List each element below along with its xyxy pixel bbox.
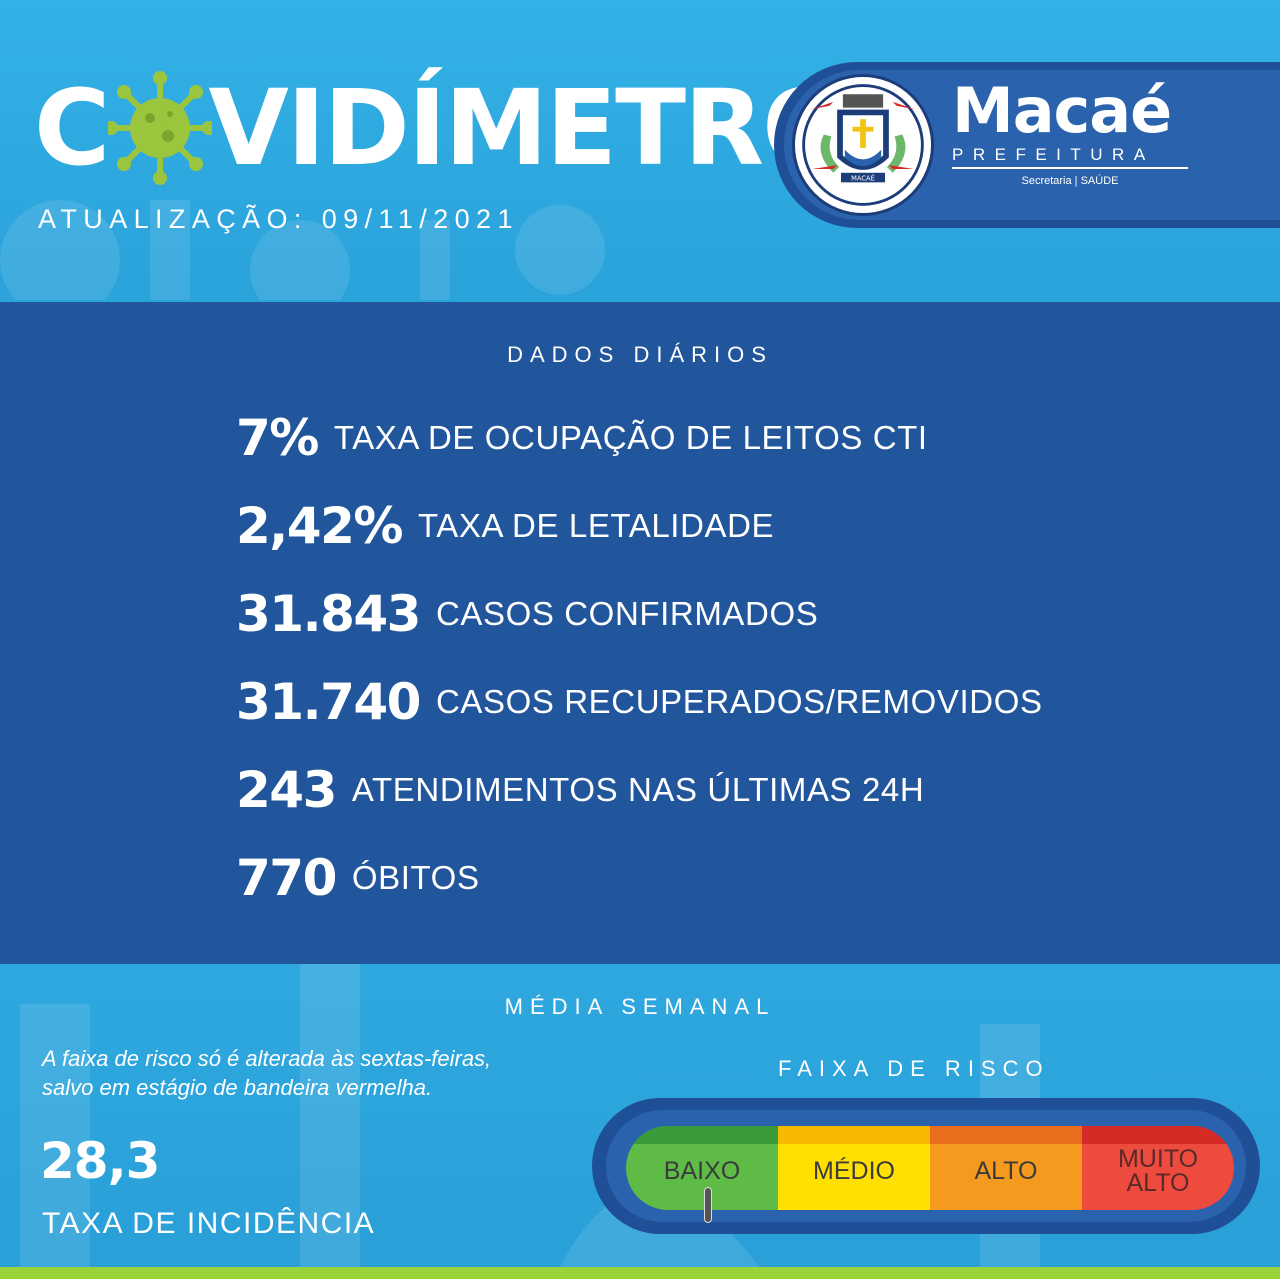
risk-title: FAIXA DE RISCO xyxy=(778,1056,1050,1081)
risk-level-label: MUITO ALTO xyxy=(1117,1145,1199,1197)
stat-value: 2,42% xyxy=(236,497,403,555)
weekly-title: MÉDIA SEMANAL xyxy=(504,994,776,1019)
incidence-value: 28,3 xyxy=(40,1132,160,1190)
risk-level-label: MÉDIO xyxy=(813,1157,895,1185)
city-seal-icon: MACAÉ xyxy=(792,74,934,216)
brand-name: Macaé xyxy=(952,74,1172,147)
stat-row: 31.740 CASOS RECUPERADOS/REMOVIDOS xyxy=(236,658,1043,746)
risk-level-baixo: BAIXO xyxy=(626,1126,778,1210)
stat-value: 770 xyxy=(236,849,337,907)
stat-row: 31.843 CASOS CONFIRMADOS xyxy=(236,570,1043,658)
risk-note-line: A faixa de risco só é alterada às sextas… xyxy=(42,1046,492,1071)
brand-secretaria: Secretaria | SAÚDE xyxy=(1021,175,1119,187)
stat-row: 2,42% TAXA DE LETALIDADE xyxy=(236,482,1043,570)
stat-label: CASOS RECUPERADOS/REMOVIDOS xyxy=(435,683,1043,720)
daily-data-section: DADOS DIÁRIOS 7% TAXA DE OCUPAÇÃO DE LEI… xyxy=(0,302,1280,964)
stat-value: 243 xyxy=(236,761,337,819)
header: CO C xyxy=(0,0,1280,302)
update-date: ATUALIZAÇÃO: 09/11/2021 xyxy=(38,204,519,234)
virus-icon xyxy=(108,71,213,185)
stat-row: 7% TAXA DE OCUPAÇÃO DE LEITOS CTI xyxy=(236,394,1043,482)
bottom-bar xyxy=(0,1267,1280,1279)
stat-label: TAXA DE OCUPAÇÃO DE LEITOS CTI xyxy=(333,419,928,456)
title-text: VIDÍMETRO xyxy=(208,67,850,189)
stat-label: TAXA DE LETALIDADE xyxy=(417,507,775,544)
logo-panel: MACAÉ Macaé PREFEITURA Secretaria | SAÚD… xyxy=(774,62,1280,228)
stat-row: 770 ÓBITOS xyxy=(236,834,1043,922)
stat-value: 7% xyxy=(236,409,319,467)
background-pattern xyxy=(0,200,605,300)
seal-text: MACAÉ xyxy=(851,173,875,182)
risk-level-alto: ALTO xyxy=(930,1126,1082,1210)
page-title: CO C xyxy=(34,67,851,189)
daily-title: DADOS DIÁRIOS xyxy=(507,342,773,367)
stat-value: 31.843 xyxy=(236,585,421,643)
risk-gauge: BAIXO MÉDIO ALTO MUITO ALTO xyxy=(592,1098,1260,1234)
title-letter-c: C xyxy=(34,67,110,189)
brand: Macaé PREFEITURA Secretaria | SAÚDE xyxy=(952,80,1202,187)
stat-row: 243 ATENDIMENTOS NAS ÚLTIMAS 24H xyxy=(236,746,1043,834)
incidence-label: TAXA DE INCIDÊNCIA xyxy=(42,1207,376,1240)
risk-level-muito-alto: MUITO ALTO xyxy=(1082,1126,1234,1210)
risk-note-line: salvo em estágio de bandeira vermelha. xyxy=(42,1075,433,1100)
risk-level-label: BAIXO xyxy=(663,1157,741,1185)
stat-label: CASOS CONFIRMADOS xyxy=(435,595,819,632)
risk-level-label: ALTO xyxy=(974,1157,1038,1185)
risk-gauge-bar: BAIXO MÉDIO ALTO MUITO ALTO xyxy=(626,1126,1234,1210)
daily-stats: 7% TAXA DE OCUPAÇÃO DE LEITOS CTI 2,42% … xyxy=(236,394,1043,922)
risk-note: A faixa de risco só é alterada às sextas… xyxy=(42,1044,622,1102)
weekly-section: MÉDIA SEMANAL A faixa de risco só é alte… xyxy=(0,964,1280,1267)
stat-label: ATENDIMENTOS NAS ÚLTIMAS 24H xyxy=(351,771,925,808)
brand-subtitle: PREFEITURA xyxy=(952,146,1188,169)
stat-value: 31.740 xyxy=(236,673,421,731)
logo-inner: MACAÉ Macaé PREFEITURA Secretaria | SAÚD… xyxy=(784,70,1280,220)
risk-needle xyxy=(704,1187,712,1223)
risk-level-medio: MÉDIO xyxy=(778,1126,930,1210)
stat-label: ÓBITOS xyxy=(351,859,480,896)
